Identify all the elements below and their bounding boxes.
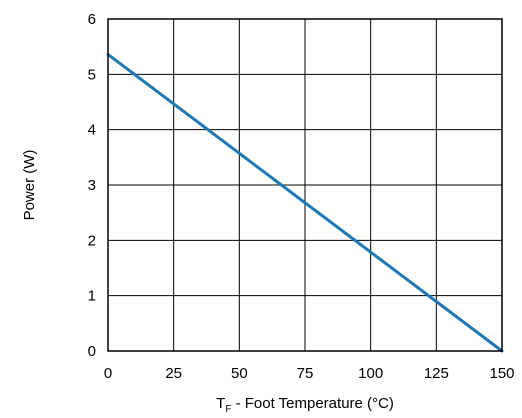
x-tick-labels: 0 25 50 75 100 125 150 bbox=[104, 365, 515, 382]
power-derating-line bbox=[106, 52, 504, 353]
x-tick-label: 75 bbox=[297, 365, 314, 382]
x-tick-label: 25 bbox=[165, 365, 182, 382]
x-axis-title-rest: - Foot Temperature (°C) bbox=[231, 395, 393, 412]
x-tick-label: 100 bbox=[358, 365, 383, 382]
y-tick-label: 0 bbox=[88, 343, 96, 360]
x-tick-label: 150 bbox=[489, 365, 514, 382]
y-axis-title: Power (W) bbox=[21, 150, 38, 221]
y-tick-label: 3 bbox=[88, 177, 96, 194]
x-axis-title-subscript: F bbox=[225, 404, 231, 415]
y-tick-label: 6 bbox=[88, 11, 96, 28]
y-tick-label: 1 bbox=[88, 288, 96, 305]
y-tick-label: 2 bbox=[88, 232, 96, 249]
x-axis-title-main: T bbox=[216, 395, 225, 412]
y-tick-label: 5 bbox=[88, 66, 96, 83]
x-tick-label: 0 bbox=[104, 365, 112, 382]
y-tick-labels: 0 1 2 3 4 5 6 bbox=[88, 11, 96, 360]
grid-layer bbox=[107, 18, 503, 352]
series-layer bbox=[106, 52, 504, 353]
x-axis-title: TF - Foot Temperature (°C) bbox=[216, 395, 394, 415]
y-tick-label: 4 bbox=[88, 122, 96, 139]
plot-frame bbox=[107, 18, 503, 352]
x-tick-label: 125 bbox=[424, 365, 449, 382]
x-tick-label: 50 bbox=[231, 365, 248, 382]
